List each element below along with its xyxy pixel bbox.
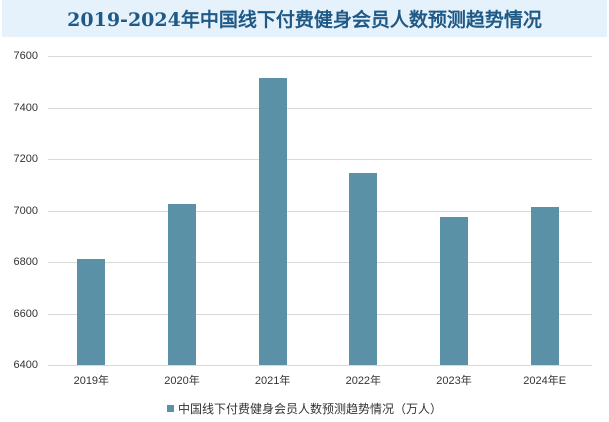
legend-label: 中国线下付费健身会员人数预测趋势情况（万人）	[177, 402, 442, 416]
x-tick-label: 2020年	[164, 375, 200, 387]
gridline	[48, 365, 592, 366]
gridline	[48, 211, 592, 212]
gridline	[48, 314, 592, 315]
x-tick-label: 2023年	[436, 375, 472, 387]
y-tick-label: 7200	[13, 153, 38, 165]
y-tick-label: 6600	[13, 307, 38, 320]
y-tick-label: 7400	[13, 101, 38, 114]
y-tick-label: 7600	[13, 50, 38, 62]
chart-header: 2019-2024年中国线下付费健身会员人数预测趋势情况	[2, 0, 607, 37]
gridline	[48, 159, 592, 160]
bar-2019年[interactable]	[77, 258, 106, 365]
x-tick-label: 2022年	[345, 375, 382, 387]
gridline	[48, 262, 592, 263]
gridline	[48, 108, 592, 109]
plot-area	[48, 56, 592, 366]
legend: 中国线下付费健身会员人数预测趋势情况（万人）	[0, 400, 609, 417]
gridline	[48, 56, 592, 57]
bar-2020年[interactable]	[168, 203, 196, 365]
bar-2021年[interactable]	[258, 78, 287, 365]
chart-title: 2019-2024年中国线下付费健身会员人数预测趋势情况	[67, 9, 542, 31]
y-tick-label: 6800	[13, 256, 38, 268]
x-tick-label: 2019年	[73, 375, 110, 387]
bar-2024年E[interactable]	[530, 207, 559, 365]
bar-2022年[interactable]	[349, 173, 378, 365]
x-tick-label: 2021年	[254, 375, 291, 387]
legend-swatch-icon	[166, 405, 174, 412]
y-tick-label: 6400	[13, 359, 38, 371]
bar-2023年[interactable]	[440, 217, 468, 365]
y-tick-label: 7000	[13, 204, 38, 217]
x-tick-label: 2024年E	[523, 375, 567, 387]
